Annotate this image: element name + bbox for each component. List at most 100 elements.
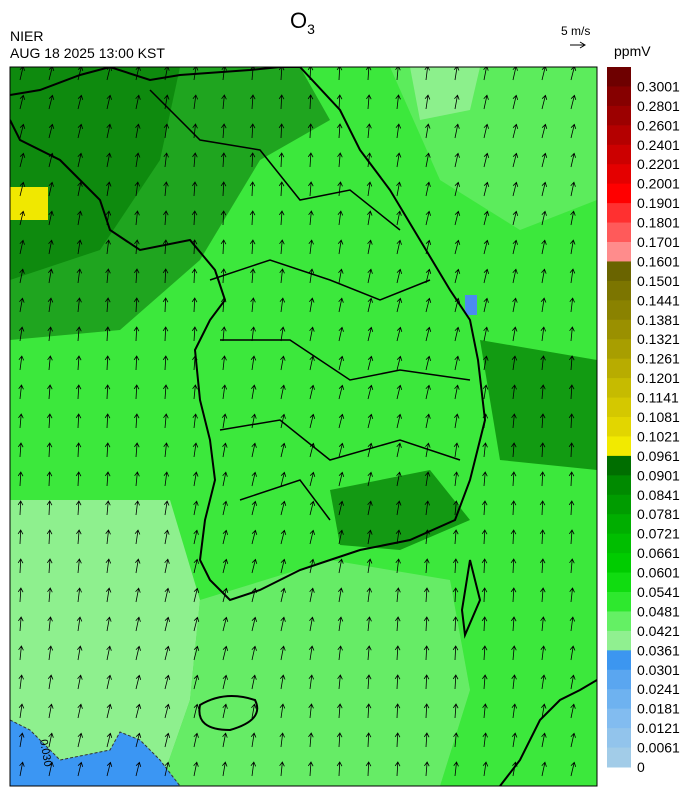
wind-field: [17, 67, 577, 777]
wind-arrow: [366, 181, 373, 197]
colorbar-swatch: [607, 436, 631, 457]
colorbar-label: 0.0181: [637, 701, 680, 717]
wind-arrow: [483, 297, 489, 313]
wind-arrow: [163, 181, 169, 197]
colorbar-label: 0.1901: [637, 195, 680, 211]
wind-arrow: [338, 384, 345, 400]
title-subscript: 3: [307, 21, 315, 37]
wind-arrow: [423, 645, 430, 661]
wind-arrow: [76, 268, 83, 284]
wind-arrow: [164, 674, 171, 690]
wind-arrow: [307, 761, 314, 777]
wind-arrow: [279, 732, 285, 748]
colorbar-label: 0.0481: [637, 603, 680, 619]
wind-arrow: [482, 703, 488, 719]
wind-arrow: [540, 587, 546, 603]
colorbar-label: 0.0841: [637, 487, 680, 503]
wind-arrow: [569, 558, 575, 574]
wind-arrow: [222, 674, 228, 690]
wind-arrow: [220, 210, 227, 226]
colorbar-swatch: [607, 747, 631, 768]
wind-arrow: [309, 326, 315, 342]
wind-arrow: [76, 239, 83, 255]
wind-arrow: [280, 558, 287, 574]
wind-arrow: [162, 355, 169, 371]
wind-arrow: [135, 587, 141, 603]
wind-arrow: [279, 239, 285, 255]
wind-arrow: [191, 210, 198, 226]
wind-arrow: [568, 471, 575, 487]
wind-arrow: [396, 268, 403, 284]
wind-arrow: [569, 616, 576, 632]
wind-arrow: [454, 123, 460, 139]
title: O3: [290, 8, 315, 37]
wind-arrow: [77, 761, 84, 777]
wind-arrow: [48, 239, 54, 255]
wind-arrow: [76, 326, 82, 342]
wind-arrow: [134, 210, 140, 226]
wind-arrow: [106, 67, 113, 81]
wind-arrow: [76, 297, 82, 313]
colorbar-swatch: [607, 592, 631, 612]
wind-arrow: [539, 442, 546, 458]
wind-arrow: [19, 181, 26, 197]
wind-arrow: [251, 500, 258, 516]
wind-arrow: [280, 413, 286, 429]
wind-scale-arrowhead: [579, 41, 586, 49]
wind-arrow: [511, 645, 517, 661]
wind-arrow: [395, 558, 401, 574]
colorbar-label: 0.2801: [637, 98, 680, 114]
mid-zone: [160, 560, 470, 786]
wind-arrow: [106, 703, 113, 719]
wind-arrow: [483, 181, 490, 197]
wind-arrow: [424, 94, 431, 110]
wind-arrow: [512, 239, 518, 255]
wind-arrow: [454, 94, 460, 110]
wind-arrow: [424, 558, 430, 574]
wind-arrow: [222, 558, 229, 574]
wind-arrow: [135, 732, 142, 748]
wind-arrow: [192, 355, 198, 371]
wind-arrow: [135, 616, 141, 632]
wind-arrow: [221, 413, 228, 429]
wind-arrow: [19, 732, 25, 748]
low-ozone-spot: [465, 295, 477, 315]
wind-arrow: [220, 181, 227, 197]
wind-arrow: [46, 558, 53, 574]
wind-arrow: [106, 123, 112, 139]
wind-arrow: [539, 500, 546, 516]
wind-arrow: [338, 500, 344, 516]
wind-arrow: [308, 703, 314, 719]
wind-arrow: [251, 703, 257, 719]
wind-arrow: [134, 181, 141, 197]
colorbar-label: 0.0421: [637, 623, 680, 639]
wind-arrow: [47, 326, 53, 342]
wind-arrow: [162, 384, 169, 400]
wind-arrow: [454, 210, 461, 226]
wind-arrow: [568, 384, 575, 400]
wind-arrow: [453, 442, 460, 458]
wind-scale-label: 5 m/s: [561, 24, 590, 38]
colorbar-swatch: [607, 417, 631, 437]
wind-arrow: [308, 239, 314, 255]
wind-arrow: [424, 500, 431, 516]
colorbar-label: 0.0721: [637, 526, 680, 542]
wind-arrow: [482, 413, 489, 429]
wind-arrow: [105, 181, 112, 197]
wind-arrow: [423, 703, 430, 719]
wind-arrow: [280, 645, 286, 661]
wind-arrow: [193, 587, 200, 603]
wind-arrow: [309, 355, 315, 371]
wind-arrow: [280, 355, 286, 371]
wind-arrow: [278, 152, 285, 168]
colorbar-swatch: [607, 494, 631, 515]
wind-arrow: [249, 123, 256, 139]
wind-arrow: [164, 645, 171, 661]
wind-arrow: [134, 529, 141, 545]
wind-arrow: [249, 181, 256, 197]
wind-arrow: [220, 268, 227, 284]
colorbar-label: 0.1701: [637, 234, 680, 250]
wind-arrow: [163, 94, 170, 110]
wind-arrow: [105, 529, 111, 545]
wind-arrow: [221, 326, 227, 342]
